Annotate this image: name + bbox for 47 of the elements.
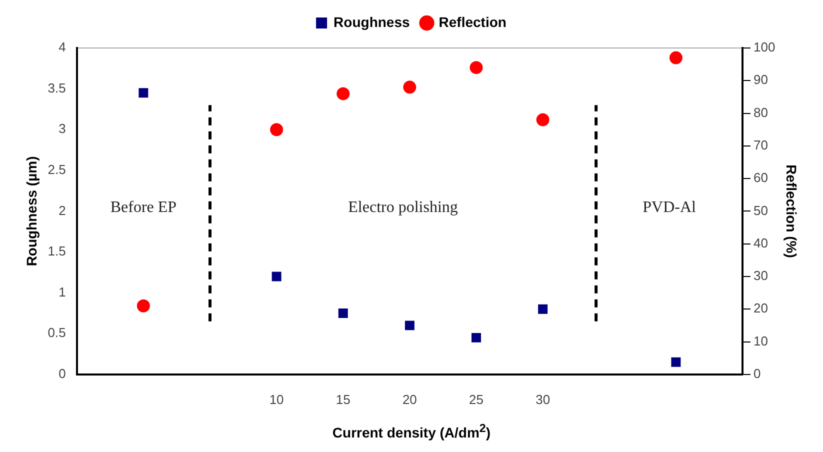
point: [138, 88, 148, 98]
y2-tick-label: 60: [754, 170, 768, 186]
point: [671, 357, 681, 367]
y-tick-label: 1.5: [48, 244, 66, 259]
point: [270, 123, 284, 136]
legend-label: Reflection: [438, 14, 506, 30]
y-tick-label: 2.5: [48, 162, 66, 177]
y-tick-label: 2: [58, 202, 66, 218]
y2-tick-label: 90: [754, 72, 768, 88]
y2-tick-label: 10: [754, 333, 768, 348]
point: [669, 51, 682, 64]
x-tick-label: 15: [336, 392, 350, 407]
x-tick-label: 30: [536, 392, 550, 407]
x-axis-title: Current density (A/dm$^{2}$): [331, 422, 492, 441]
y-tick-label: 0.5: [48, 325, 66, 340]
point: [403, 80, 416, 94]
y2-tick-label: 50: [754, 202, 768, 218]
point: [536, 113, 550, 126]
y-tick-label: 1: [58, 284, 66, 300]
point: [470, 61, 483, 74]
y2-tick-label: 70: [754, 138, 768, 152]
y2-tick-label: 80: [754, 104, 768, 120]
annotation: Before EP: [110, 199, 177, 216]
x-tick-label: 10: [269, 392, 284, 407]
point: [136, 299, 150, 312]
x-tick-label: 20: [402, 392, 417, 407]
point: [338, 308, 348, 318]
point: [272, 272, 282, 282]
annotation: PVD-Al: [642, 199, 697, 216]
y-tick-label: 3: [58, 121, 66, 136]
y-tick-label: 0: [58, 366, 66, 381]
y2-tick-label: 40: [754, 235, 768, 250]
y2-axis-title: Reflection (%): [784, 164, 800, 258]
y-tick-label: 4: [58, 40, 66, 55]
point: [538, 304, 548, 314]
legend-label: Roughness: [334, 14, 410, 30]
y2-tick-label: 20: [754, 300, 768, 316]
point: [472, 332, 481, 342]
annotation: Electro polishing: [348, 199, 458, 216]
y-tick-label: 3.5: [48, 80, 66, 96]
y-axis-title: Roughness (µm): [23, 156, 40, 266]
y2-tick-label: 100: [754, 40, 776, 55]
y2-tick-label: 30: [754, 268, 768, 284]
point: [404, 320, 414, 330]
x-tick-label: 25: [469, 392, 484, 407]
point: [336, 87, 350, 100]
y2-tick-label: 0: [754, 366, 761, 381]
